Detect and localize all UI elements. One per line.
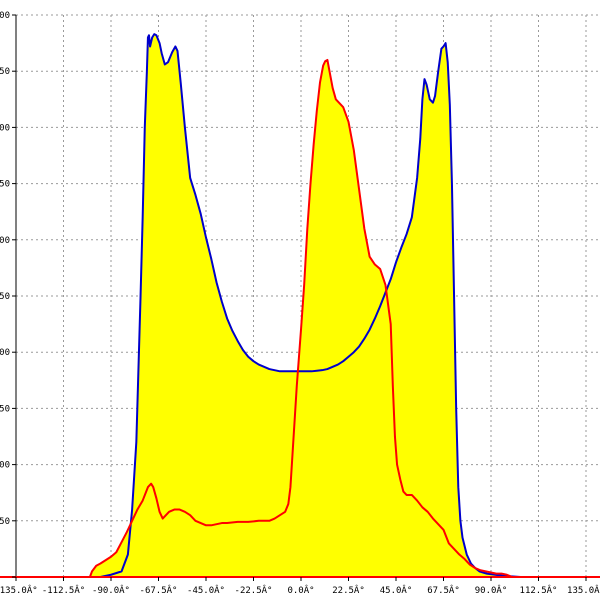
y-tick-label: 100 xyxy=(0,461,10,471)
y-tick-label: 200 xyxy=(0,348,10,358)
y-tick-label: 150 xyxy=(0,404,10,414)
area-fills xyxy=(16,34,586,578)
series-lines xyxy=(16,33,586,578)
y-tick-label: 350 xyxy=(0,180,10,190)
area-fill-2 xyxy=(16,59,586,577)
x-tick-label: 22.5Â° xyxy=(332,584,365,596)
x-tick-label: 67.5Â° xyxy=(427,584,460,596)
y-tick-label: 400 xyxy=(0,123,10,133)
x-tick-label: -67.5Â° xyxy=(140,584,178,596)
y-tick-label: 50 xyxy=(0,517,10,527)
y-tick-label: 300 xyxy=(0,236,10,246)
series-line-1 xyxy=(16,33,586,578)
x-tick-label: 0.0Â° xyxy=(287,584,314,596)
x-tick-labels: -135.0Â° -112.5Â° -90.0Â° -67.5Â° -45.0Â° -22… xyxy=(0,584,600,596)
axes xyxy=(0,14,600,581)
x-tick-label: 135.0Â° xyxy=(567,584,600,596)
y-tick-label: 450 xyxy=(0,67,10,77)
area-fill-1 xyxy=(16,34,586,578)
x-tick-label: -112.5Â° xyxy=(42,584,85,596)
series-line-2 xyxy=(16,58,586,578)
x-tick-label: -45.0Â° xyxy=(187,584,225,596)
x-tick-label: -90.0Â° xyxy=(92,584,130,596)
x-tick-label: -22.5Â° xyxy=(235,584,273,596)
x-tick-label: 90.0Â° xyxy=(475,584,508,596)
x-tick-label: -135.0Â° xyxy=(0,584,38,596)
x-tick-label: 112.5Â° xyxy=(520,584,558,596)
y-tick-labels: 50 100 150 200 250 300 350 400 450 500 xyxy=(0,11,10,527)
y-tick-label: 500 xyxy=(0,11,10,21)
x-tick-label: 45.0Â° xyxy=(380,584,413,596)
y-tick-label: 250 xyxy=(0,292,10,302)
